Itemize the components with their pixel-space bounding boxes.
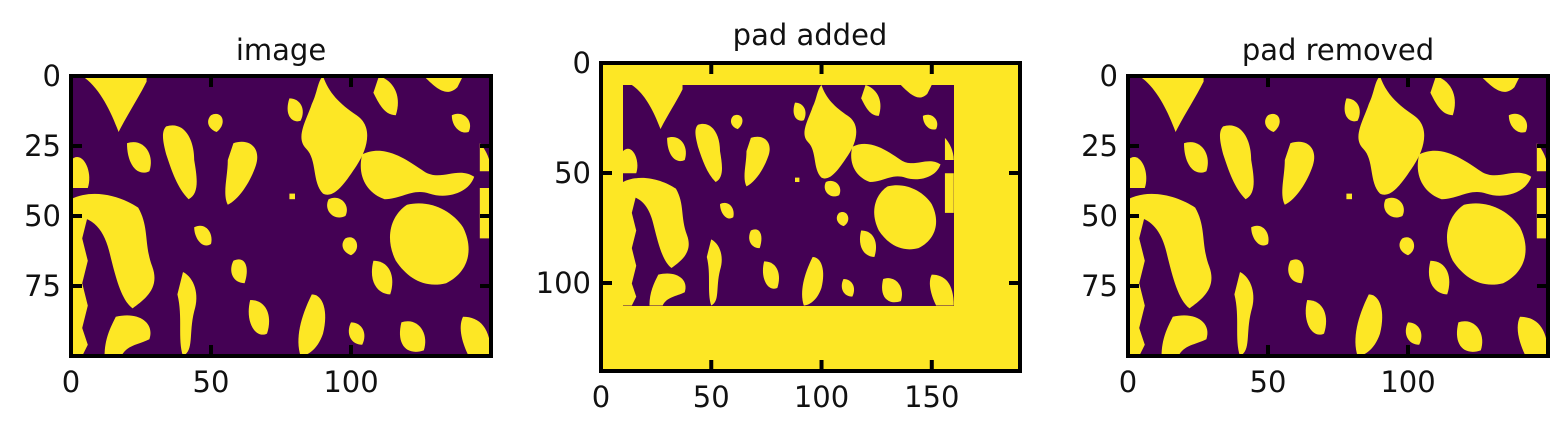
x-tick-label: 50 bbox=[1250, 365, 1287, 399]
axes-frame bbox=[599, 61, 1022, 373]
y-tick-label: 25 bbox=[24, 129, 61, 163]
y-tick-label: 0 bbox=[573, 46, 591, 80]
y-tick-label: 0 bbox=[43, 59, 61, 93]
y-tick-label: 0 bbox=[1100, 59, 1118, 93]
x-tick-label: 0 bbox=[592, 380, 610, 414]
panel-title: image bbox=[236, 33, 326, 67]
y-tick-label: 75 bbox=[1081, 269, 1118, 303]
panel-pad-added: pad added 0 50 100 150 0 50 100 bbox=[536, 18, 1022, 414]
y-tick-label: 25 bbox=[1081, 129, 1118, 163]
x-tick-label: 0 bbox=[1119, 365, 1137, 399]
x-tick-label: 150 bbox=[904, 380, 959, 414]
axis-ticks: 0 50 100 150 0 50 100 bbox=[536, 46, 1020, 414]
y-tick-label: 50 bbox=[554, 156, 591, 190]
y-tick-label: 100 bbox=[536, 266, 591, 300]
panel-title: pad removed bbox=[1242, 33, 1434, 67]
x-tick-label: 100 bbox=[323, 365, 378, 399]
x-tick-label: 100 bbox=[794, 380, 849, 414]
x-tick-label: 50 bbox=[693, 380, 730, 414]
panel-image: image 0 50 100 0 25 50 75 bbox=[24, 33, 493, 399]
x-tick-label: 50 bbox=[193, 365, 230, 399]
y-tick-label: 50 bbox=[24, 199, 61, 233]
x-tick-label: 0 bbox=[62, 365, 80, 399]
axis-ticks: 0 50 100 0 25 50 75 bbox=[1081, 59, 1548, 399]
panel-pad-removed: pad removed 0 50 100 0 25 50 75 bbox=[1081, 33, 1550, 399]
x-tick-label: 100 bbox=[1380, 365, 1435, 399]
y-tick-label: 75 bbox=[24, 269, 61, 303]
panel-title: pad added bbox=[733, 18, 888, 52]
axis-ticks: 0 50 100 0 25 50 75 bbox=[24, 59, 491, 399]
y-tick-label: 50 bbox=[1081, 199, 1118, 233]
